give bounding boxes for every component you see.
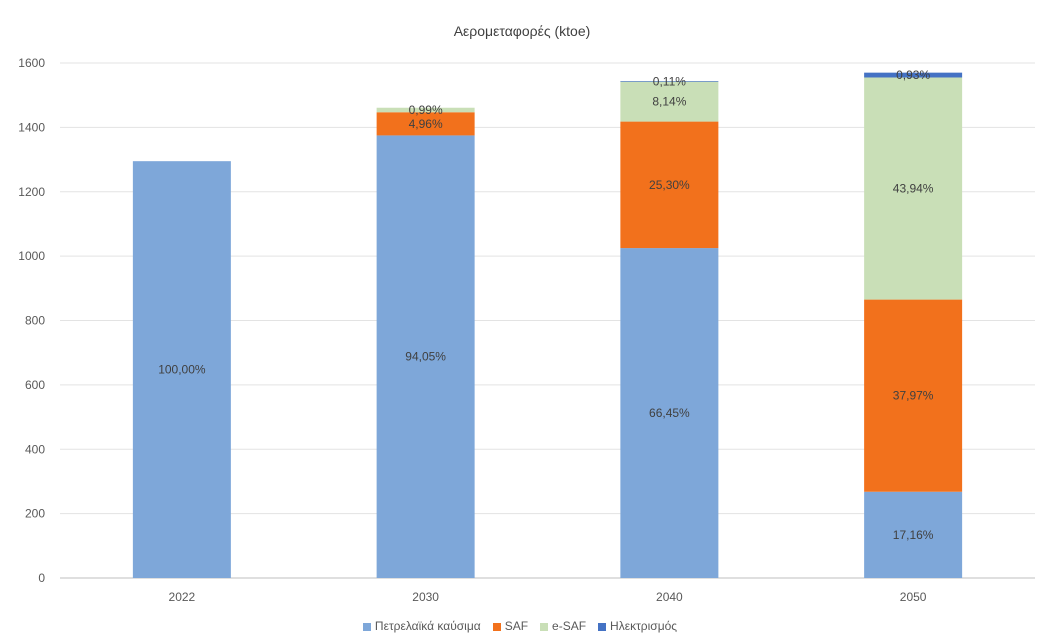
data-label: 0,93% <box>896 68 930 82</box>
bar-segment <box>864 491 963 578</box>
data-label: 0,11% <box>653 74 686 88</box>
bar-segment <box>864 72 963 78</box>
x-tick-label: 2022 <box>169 590 196 604</box>
data-label: 94,05% <box>405 350 446 364</box>
data-label: 37,97% <box>893 389 934 403</box>
bar-segment <box>132 161 231 578</box>
bar-segment <box>620 121 719 249</box>
bar-segment <box>620 81 719 122</box>
y-axis-ticks: 0 200 400 600 800 1000 1200 1400 1600 <box>18 56 45 585</box>
y-tick-label: 1000 <box>18 249 45 263</box>
chart-legend: Πετρελαϊκά καύσιμα SAF e-SAF Ηλεκτρισμός <box>0 619 1040 633</box>
bar-segment <box>864 299 963 492</box>
legend-swatch <box>362 622 371 631</box>
legend-swatch <box>598 622 607 631</box>
bar-segment <box>376 107 475 113</box>
y-tick-label: 200 <box>25 507 45 521</box>
x-axis-ticks: 2022 2030 2040 2050 <box>169 590 927 604</box>
data-label: 25,30% <box>649 178 690 192</box>
data-label: 0,99% <box>409 103 443 117</box>
legend-label: Πετρελαϊκά καύσιμα <box>374 619 481 633</box>
data-label: 17,16% <box>893 528 934 542</box>
legend-swatch <box>540 622 549 631</box>
bar-segment <box>376 112 475 136</box>
legend-label: Ηλεκτρισμός <box>610 619 678 633</box>
data-label: 8,14% <box>652 95 686 109</box>
y-tick-label: 1600 <box>18 56 45 70</box>
x-tick-label: 2050 <box>900 590 927 604</box>
bar-segment <box>376 135 475 578</box>
y-tick-label: 0 <box>38 571 45 585</box>
data-label: 66,45% <box>649 406 690 420</box>
legend-item: SAF <box>492 619 529 633</box>
data-label: 43,94% <box>893 182 934 196</box>
legend-label: e-SAF <box>552 619 587 633</box>
legend-label: SAF <box>504 619 529 633</box>
data-label: 100,00% <box>158 363 206 377</box>
y-tick-label: 1200 <box>18 185 45 199</box>
chart-title: Αερομεταφορές (ktoe) <box>454 23 591 39</box>
legend-item: Πετρελαϊκά καύσιμα <box>362 619 481 633</box>
legend-swatch <box>492 622 501 631</box>
bar-segment <box>620 81 719 82</box>
bar-segment <box>864 77 963 300</box>
x-tick-label: 2040 <box>656 590 683 604</box>
legend-item: Ηλεκτρισμός <box>598 619 677 633</box>
x-tick-label: 2030 <box>412 590 439 604</box>
bars <box>132 72 963 578</box>
data-labels: 100,00% 94,05% 4,96%0,99% 66,45% 25,30% 8,14%… <box>158 68 934 542</box>
y-tick-label: 600 <box>25 378 45 392</box>
y-tick-label: 1400 <box>18 120 45 134</box>
y-tick-label: 400 <box>25 442 45 456</box>
bar-segment <box>620 248 719 578</box>
y-tick-label: 800 <box>25 314 45 328</box>
legend-item: e-SAF <box>540 619 586 633</box>
data-label: 4,96% <box>409 117 443 131</box>
